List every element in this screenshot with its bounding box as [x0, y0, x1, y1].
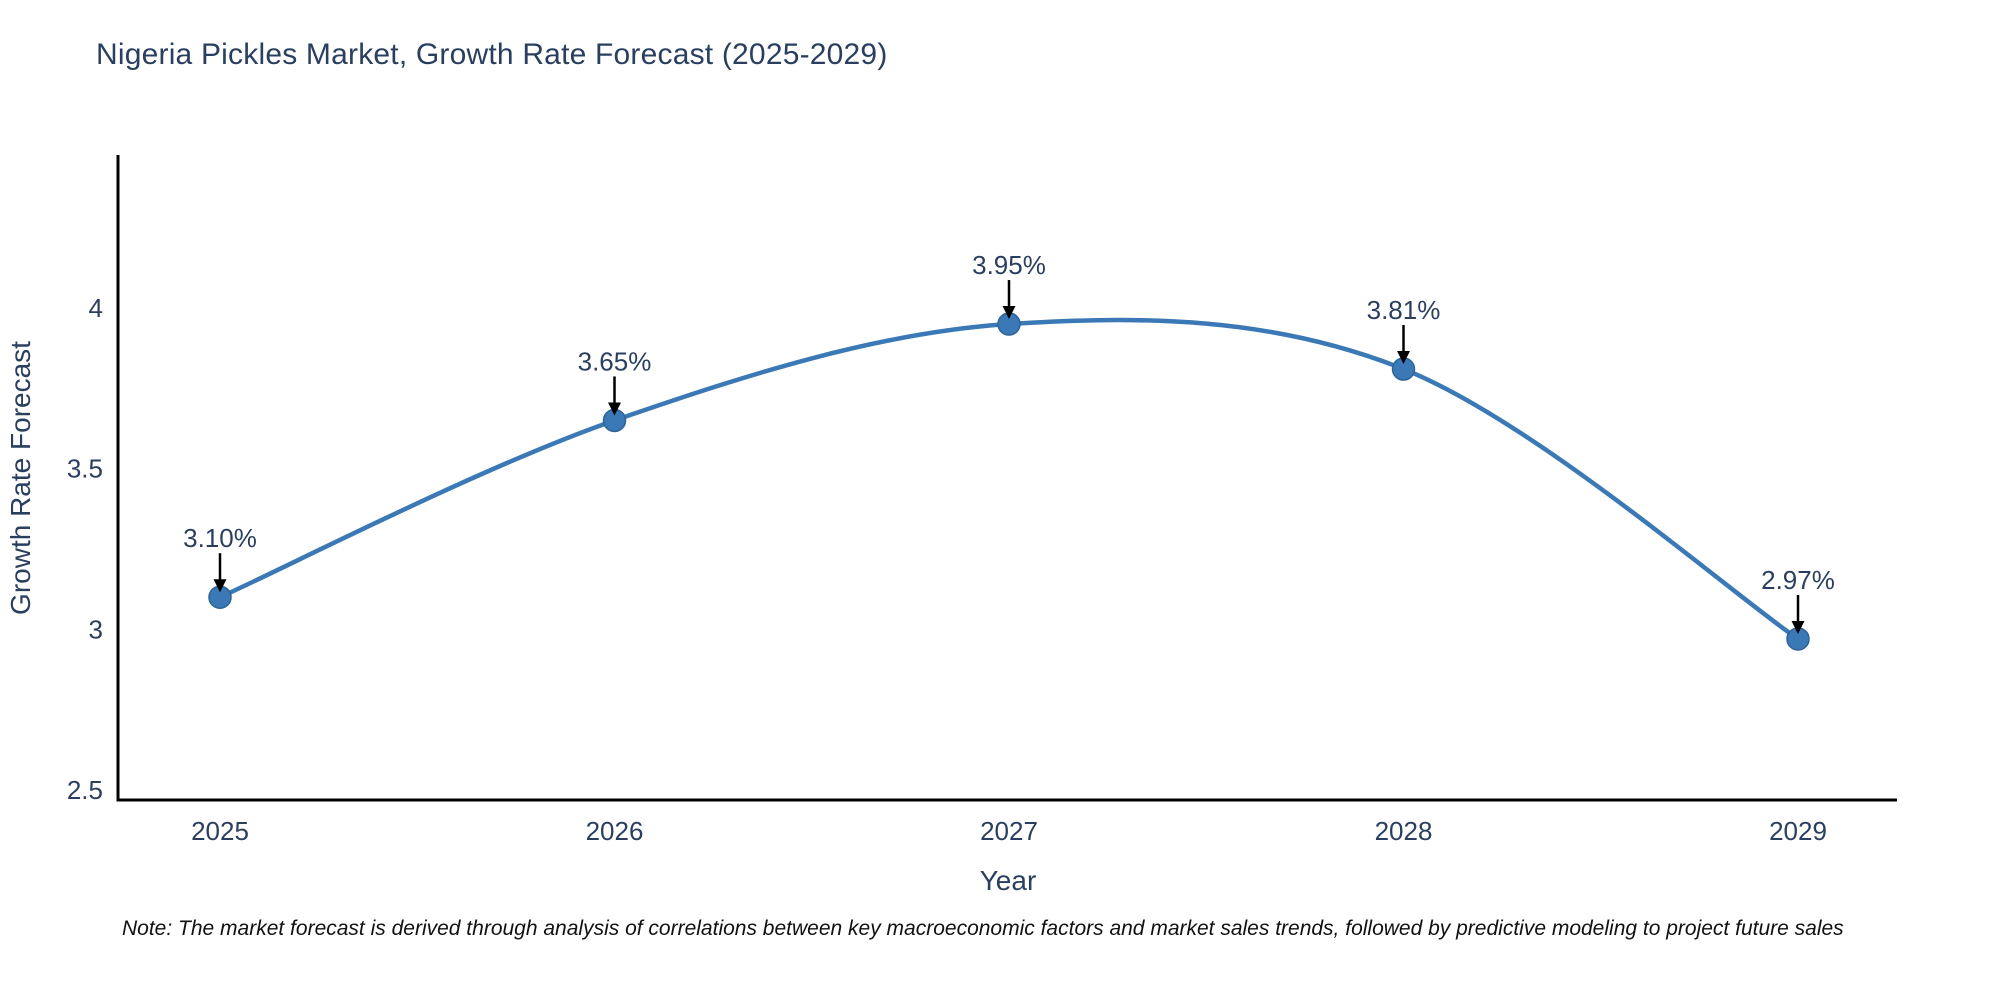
x-tick-label: 2029 [1769, 816, 1827, 846]
annotation-arrowhead-icon [608, 402, 621, 416]
markers [208, 312, 1810, 651]
footnote: Note: The market forecast is derived thr… [122, 917, 1844, 940]
annotation-arrowhead-icon [1002, 306, 1016, 320]
annotation-arrowhead-icon [1397, 351, 1410, 365]
point-value-label: 3.81% [1367, 295, 1441, 325]
annotation-arrowhead-icon [213, 579, 227, 593]
point-value-label: 3.95% [972, 250, 1046, 280]
y-tick-label: 3.5 [67, 454, 103, 484]
y-axis-title: Growth Rate Forecast [5, 341, 36, 615]
point-value-label: 2.97% [1761, 565, 1835, 595]
point-value-label: 3.65% [578, 346, 652, 376]
x-tick-label: 2028 [1375, 816, 1433, 846]
y-tick-label: 2.5 [67, 775, 103, 805]
point-value-label: 3.10% [183, 523, 257, 553]
x-tick-label: 2027 [980, 816, 1038, 846]
y-tick-labels: 2.5 3 3.5 4 [67, 293, 103, 805]
annotations: 3.10% 3.65% 3.95% 3.81% 2.97% [183, 250, 1835, 634]
x-axis-title: Year [980, 865, 1037, 896]
chart-title: Nigeria Pickles Market, Growth Rate Fore… [96, 38, 888, 71]
x-tick-label: 2026 [586, 816, 644, 846]
annotation-arrowhead-icon [1791, 620, 1805, 634]
trend-line [217, 317, 1801, 642]
x-tick-labels: 2025 2026 2027 2028 2029 [191, 816, 1827, 846]
y-tick-label: 3 [89, 614, 103, 644]
x-tick-label: 2025 [191, 816, 249, 846]
y-tick-label: 4 [89, 293, 103, 323]
